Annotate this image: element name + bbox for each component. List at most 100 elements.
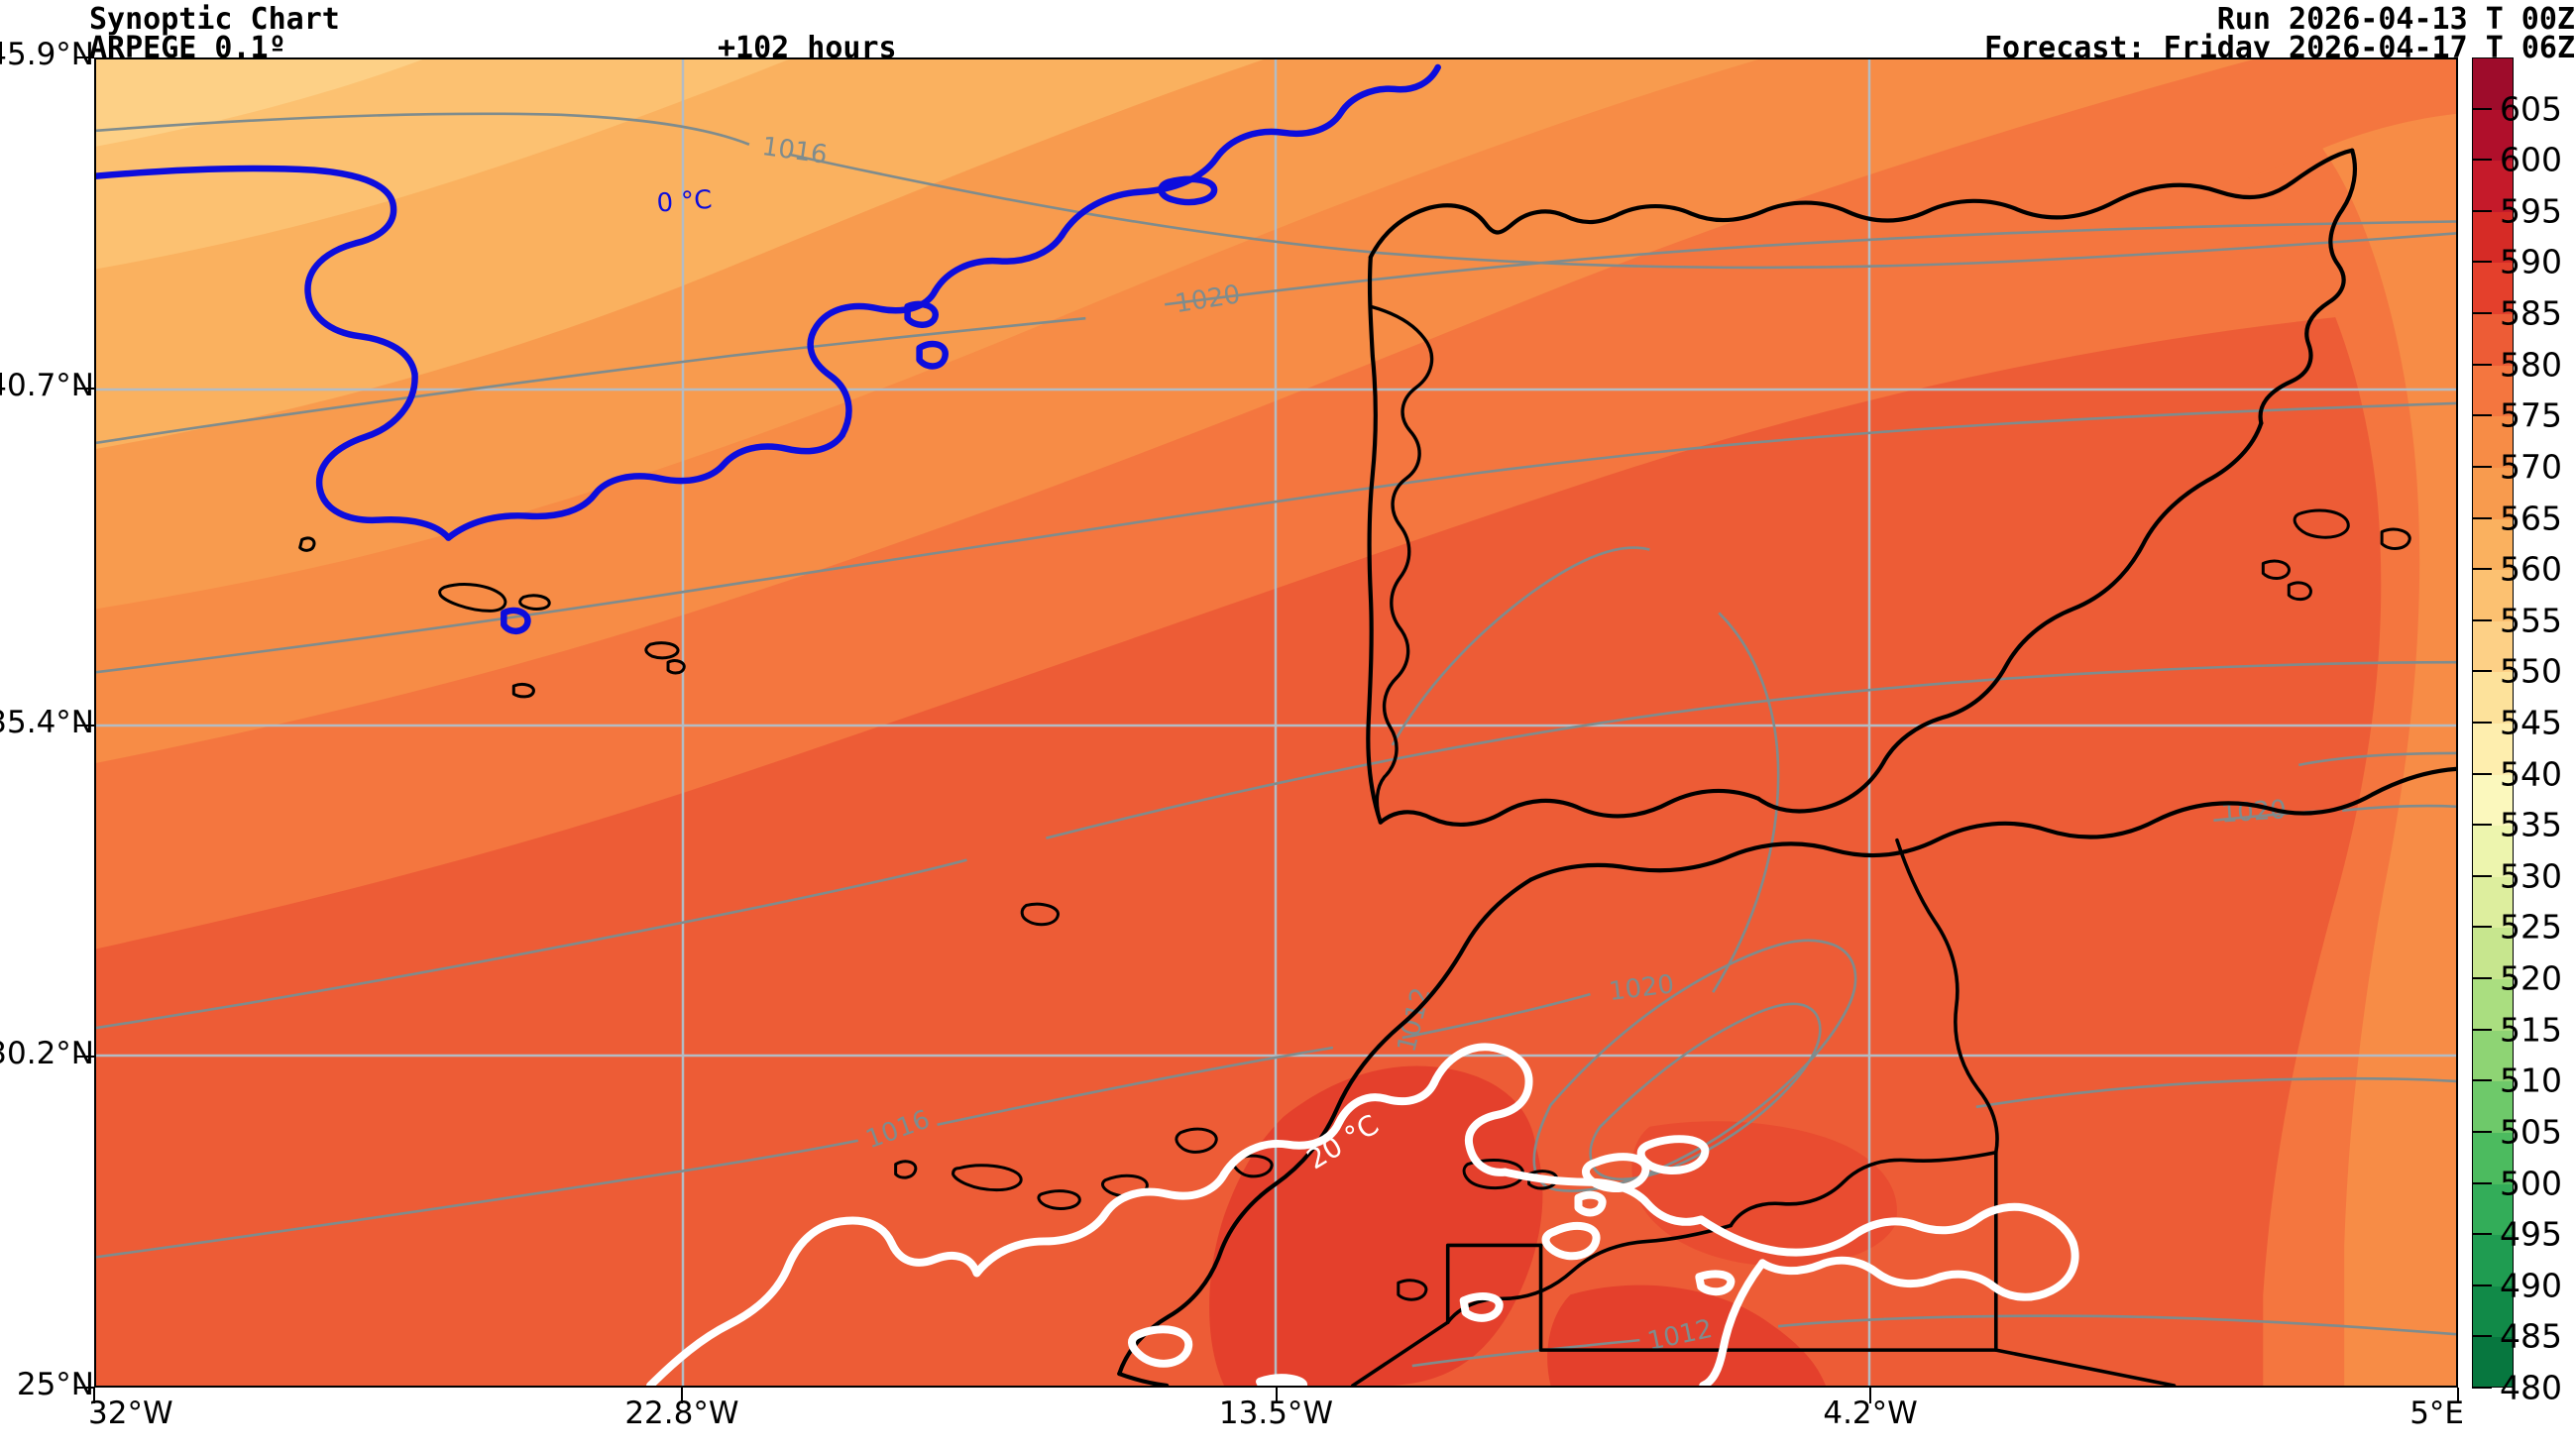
page-title: Synoptic Chart: [89, 2, 340, 37]
colorbar-tick-label: 600: [2500, 140, 2562, 179]
colorbar-tick: [2472, 1028, 2492, 1031]
colorbar-tick-label: 485: [2500, 1316, 2562, 1356]
colorbar-tick: [2472, 363, 2492, 366]
colorbar-tick-label: 560: [2500, 549, 2562, 589]
colorbar-tick: [2472, 670, 2492, 673]
x-axis-label: 13.5°W: [1218, 1396, 1334, 1431]
colorbar-tick-label: 605: [2500, 89, 2562, 129]
colorbar-segment: [2473, 672, 2513, 725]
colorbar-tick: [2472, 926, 2492, 929]
colorbar-tick-label: 500: [2500, 1164, 2562, 1203]
colorbar-tick-label: 520: [2500, 958, 2562, 998]
colorbar-tick-label: 525: [2500, 907, 2562, 947]
colorbar-tick-label: 575: [2500, 395, 2562, 435]
colorbar-segment: [2473, 620, 2513, 673]
map-svg: 1016 1020 1016 1020 1012 1020 1012: [96, 59, 2456, 1386]
colorbar-segment: [2473, 928, 2513, 980]
colorbar-tick-label: 535: [2500, 805, 2562, 844]
colorbar-segment: [2473, 570, 2513, 622]
colorbar-tick-label: 480: [2500, 1368, 2562, 1407]
colorbar-segment: [2473, 1030, 2513, 1082]
colorbar-tick-label: 545: [2500, 703, 2562, 742]
colorbar-segment: [2473, 211, 2513, 265]
isobar-contours: [96, 112, 2456, 1368]
map-canvas: 1016 1020 1016 1020 1012 1020 1012: [96, 59, 2456, 1386]
colorbar-tick: [2472, 772, 2492, 775]
colorbar-tick: [2472, 107, 2492, 110]
y-axis-tick: [76, 56, 94, 58]
y-axis-tick: [76, 1056, 94, 1059]
colorbar-tick-label: 490: [2500, 1266, 2562, 1305]
colorbar-tick: [2472, 1079, 2492, 1082]
colorbar-tick: [2472, 874, 2492, 877]
isotherm-0c-contour: [96, 63, 1441, 635]
colorbar-tick-label: 510: [2500, 1061, 2562, 1100]
colorbar-segment: [2473, 1337, 2513, 1387]
colorbar-segment: [2473, 979, 2513, 1032]
colorbar-tick-label: 555: [2500, 601, 2562, 640]
y-axis-label: 45.9°N: [0, 37, 94, 72]
x-axis-tick: [680, 1388, 683, 1403]
x-axis-label: 32°W: [88, 1396, 173, 1431]
y-axis-label: 35.4°N: [0, 705, 94, 741]
colorbar-tick: [2472, 159, 2492, 162]
colorbar-tick: [2472, 977, 2492, 980]
colorbar-tick: [2472, 1387, 2492, 1389]
colorbar-segment: [2473, 1081, 2513, 1134]
colorbar-tick: [2472, 312, 2492, 315]
x-axis-tick: [2457, 1388, 2459, 1403]
colorbar-tick-label: 530: [2500, 856, 2562, 896]
x-axis-tick: [1869, 1388, 1872, 1403]
colorbar-tick-label: 495: [2500, 1214, 2562, 1254]
colorbar-tick: [2472, 1181, 2492, 1184]
y-axis-label: 25°N: [16, 1367, 94, 1402]
y-axis-label: 40.7°N: [0, 367, 94, 403]
x-axis-label: 4.2°W: [1823, 1396, 1918, 1431]
colorbar-segment: [2473, 58, 2513, 111]
colorbar-segment: [2473, 467, 2513, 520]
colorbar-tick: [2472, 516, 2492, 519]
colorbar-segment: [2473, 314, 2513, 367]
colorbar-tick: [2472, 1130, 2492, 1133]
x-axis-tick: [1275, 1388, 1278, 1403]
x-axis-label: 22.8°W: [624, 1396, 739, 1431]
colorbar-tick-label: 595: [2500, 191, 2562, 231]
colorbar-segment: [2473, 876, 2513, 930]
colorbar-tick-label: 590: [2500, 242, 2562, 281]
colorbar-segment: [2473, 774, 2513, 827]
colorbar-tick: [2472, 568, 2492, 571]
y-axis-label: 30.2°N: [0, 1036, 94, 1072]
colorbar-tick-label: 585: [2500, 293, 2562, 333]
colorbar-tick: [2472, 465, 2492, 468]
colorbar-tick: [2472, 209, 2492, 212]
graticule-gridlines: [96, 59, 2456, 1386]
colorbar-tick: [2472, 1233, 2492, 1236]
colorbar-tick: [2472, 722, 2492, 724]
y-axis-tick: [76, 387, 94, 390]
x-axis-tick: [93, 1388, 95, 1403]
colorbar: [2472, 57, 2514, 1388]
colorbar-tick-label: 550: [2500, 651, 2562, 691]
colorbar-tick: [2472, 414, 2492, 417]
colorbar-segment: [2473, 1235, 2513, 1287]
colorbar-segment: [2473, 416, 2513, 469]
colorbar-segment: [2473, 1132, 2513, 1185]
y-axis-tick: [76, 725, 94, 727]
colorbar-tick: [2472, 1284, 2492, 1286]
colorbar-segment: [2473, 826, 2513, 878]
colorbar-segment: [2473, 518, 2513, 571]
colorbar-tick-label: 540: [2500, 754, 2562, 794]
x-axis-label: 5°E: [2409, 1396, 2464, 1431]
colorbar-segment: [2473, 263, 2513, 315]
colorbar-tick: [2472, 618, 2492, 621]
coastlines-and-borders: [298, 148, 2456, 1386]
colorbar-segment: [2473, 109, 2513, 162]
map-plot-area: 1016 1020 1016 1020 1012 1020 1012: [94, 57, 2458, 1388]
colorbar-segment: [2473, 161, 2513, 213]
colorbar-tick-label: 565: [2500, 499, 2562, 538]
colorbar-tick: [2472, 1335, 2492, 1338]
run-timestamp-label: Run 2026-04-13 T 00Z: [2216, 2, 2575, 37]
colorbar-segment: [2473, 1285, 2513, 1338]
colorbar-segment: [2473, 365, 2513, 417]
